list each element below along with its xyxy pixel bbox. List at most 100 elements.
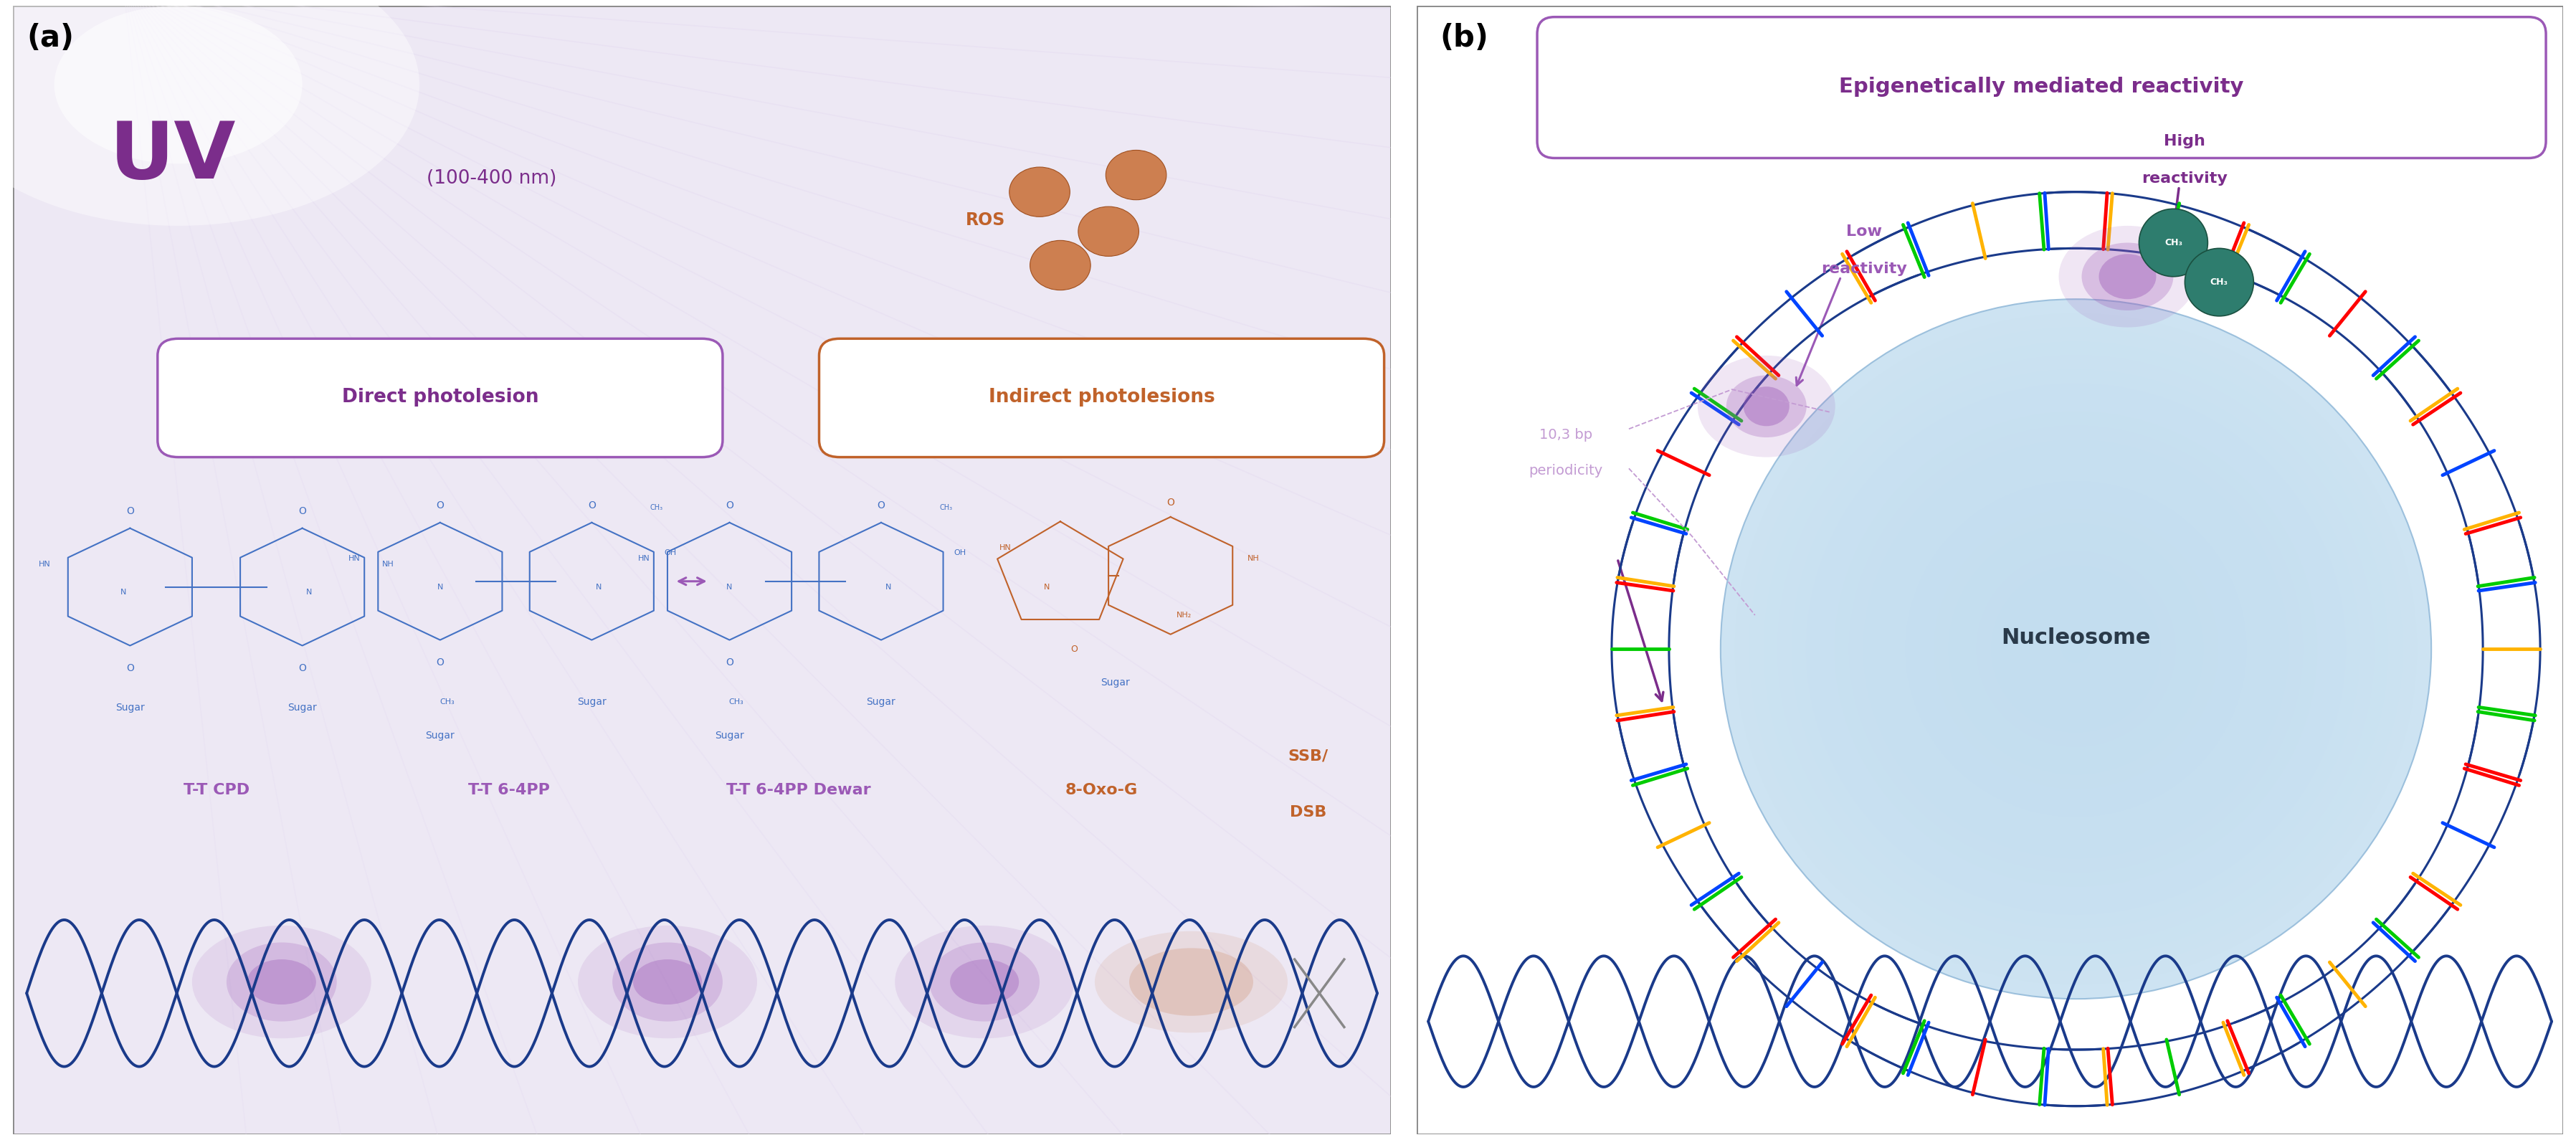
Text: Low: Low <box>1847 225 1883 238</box>
Text: O: O <box>435 658 443 668</box>
Text: High: High <box>2164 135 2205 148</box>
Ellipse shape <box>1777 356 2375 943</box>
FancyBboxPatch shape <box>819 339 1383 457</box>
Text: T-T 6-4PP Dewar: T-T 6-4PP Dewar <box>726 783 871 797</box>
Circle shape <box>1030 241 1090 290</box>
Ellipse shape <box>1128 948 1252 1016</box>
Text: (b): (b) <box>1440 23 1489 52</box>
Text: N: N <box>1043 584 1048 591</box>
Ellipse shape <box>1721 299 2432 999</box>
Text: N: N <box>121 589 126 596</box>
Ellipse shape <box>1991 565 2161 733</box>
Text: HN: HN <box>999 544 1012 551</box>
Ellipse shape <box>1963 537 2190 762</box>
Text: reactivity: reactivity <box>1821 261 1906 276</box>
Text: Indirect photolesions: Indirect photolesions <box>989 388 1216 407</box>
Circle shape <box>1079 206 1139 256</box>
Text: OH: OH <box>665 549 677 556</box>
Text: periodicity: periodicity <box>1528 464 1602 478</box>
Text: O: O <box>299 663 307 674</box>
Text: T-T CPD: T-T CPD <box>183 783 250 797</box>
Text: HN: HN <box>348 555 361 562</box>
FancyBboxPatch shape <box>1538 17 2545 158</box>
Text: O: O <box>1167 497 1175 507</box>
Text: N: N <box>595 584 603 591</box>
Ellipse shape <box>2081 243 2174 310</box>
Text: O: O <box>587 500 595 511</box>
Text: ROS: ROS <box>966 212 1005 229</box>
Text: N: N <box>886 584 891 591</box>
Ellipse shape <box>193 926 371 1039</box>
Text: O: O <box>1072 644 1077 653</box>
Text: CH₃: CH₃ <box>2164 238 2182 247</box>
FancyBboxPatch shape <box>1417 6 2563 1134</box>
Text: CH₃: CH₃ <box>649 504 662 512</box>
Text: NH₂: NH₂ <box>1177 611 1193 619</box>
Ellipse shape <box>2020 593 2133 705</box>
Text: T-T 6-4PP: T-T 6-4PP <box>469 783 549 797</box>
Text: reactivity: reactivity <box>2141 171 2228 186</box>
Text: N: N <box>307 589 312 596</box>
Text: NH: NH <box>381 561 394 568</box>
Text: Epigenetically mediated reactivity: Epigenetically mediated reactivity <box>1839 76 2244 97</box>
Text: DSB: DSB <box>1291 806 1327 820</box>
Ellipse shape <box>1976 551 2177 747</box>
Text: SSB/: SSB/ <box>1288 749 1329 764</box>
Text: Nucleosome: Nucleosome <box>2002 627 2151 649</box>
Ellipse shape <box>1906 481 2246 817</box>
Ellipse shape <box>2048 621 2105 677</box>
Ellipse shape <box>1919 495 2233 803</box>
Ellipse shape <box>1947 523 2205 775</box>
Ellipse shape <box>1734 314 2416 985</box>
Ellipse shape <box>613 943 724 1021</box>
Text: HN: HN <box>639 555 649 562</box>
Text: O: O <box>726 500 734 511</box>
Text: (100-400 nm): (100-400 nm) <box>428 170 556 188</box>
Ellipse shape <box>1935 510 2218 789</box>
FancyBboxPatch shape <box>157 339 724 457</box>
Ellipse shape <box>1834 412 2318 887</box>
Ellipse shape <box>1762 341 2388 956</box>
Ellipse shape <box>2032 606 2117 691</box>
Ellipse shape <box>2004 579 2146 719</box>
Ellipse shape <box>0 0 420 226</box>
Text: Sugar: Sugar <box>1100 678 1131 687</box>
Circle shape <box>1010 168 1069 217</box>
Text: O: O <box>878 500 886 511</box>
Ellipse shape <box>1891 467 2262 831</box>
FancyBboxPatch shape <box>13 6 1391 1134</box>
Text: (a): (a) <box>26 23 75 52</box>
Ellipse shape <box>54 6 301 164</box>
Text: Sugar: Sugar <box>116 702 144 712</box>
Circle shape <box>2138 209 2208 277</box>
Ellipse shape <box>951 960 1020 1004</box>
Ellipse shape <box>1744 386 1790 426</box>
Text: 10,3 bp: 10,3 bp <box>1540 427 1592 441</box>
Text: O: O <box>299 506 307 516</box>
Ellipse shape <box>1793 369 2360 929</box>
Text: UV: UV <box>108 119 237 195</box>
Text: CH₃: CH₃ <box>2210 277 2228 287</box>
Text: Direct photolesion: Direct photolesion <box>343 388 538 407</box>
Ellipse shape <box>1806 383 2347 915</box>
Ellipse shape <box>2099 254 2156 299</box>
Ellipse shape <box>1726 375 1806 438</box>
Text: N: N <box>726 584 732 591</box>
Text: CH₃: CH₃ <box>940 504 953 512</box>
Text: N: N <box>438 584 443 591</box>
Ellipse shape <box>1749 327 2403 971</box>
Ellipse shape <box>1821 397 2331 901</box>
Text: Sugar: Sugar <box>577 697 605 707</box>
Ellipse shape <box>930 943 1041 1021</box>
Text: 8-Oxo-G: 8-Oxo-G <box>1066 783 1139 797</box>
Text: CH₃: CH₃ <box>440 699 453 706</box>
Text: HN: HN <box>39 561 52 568</box>
Text: NH: NH <box>1247 555 1260 562</box>
Text: Sugar: Sugar <box>425 731 456 741</box>
Ellipse shape <box>247 960 317 1004</box>
Text: Sugar: Sugar <box>289 702 317 712</box>
Ellipse shape <box>1878 453 2275 845</box>
Ellipse shape <box>634 960 701 1004</box>
Text: O: O <box>726 658 734 668</box>
Text: O: O <box>435 500 443 511</box>
